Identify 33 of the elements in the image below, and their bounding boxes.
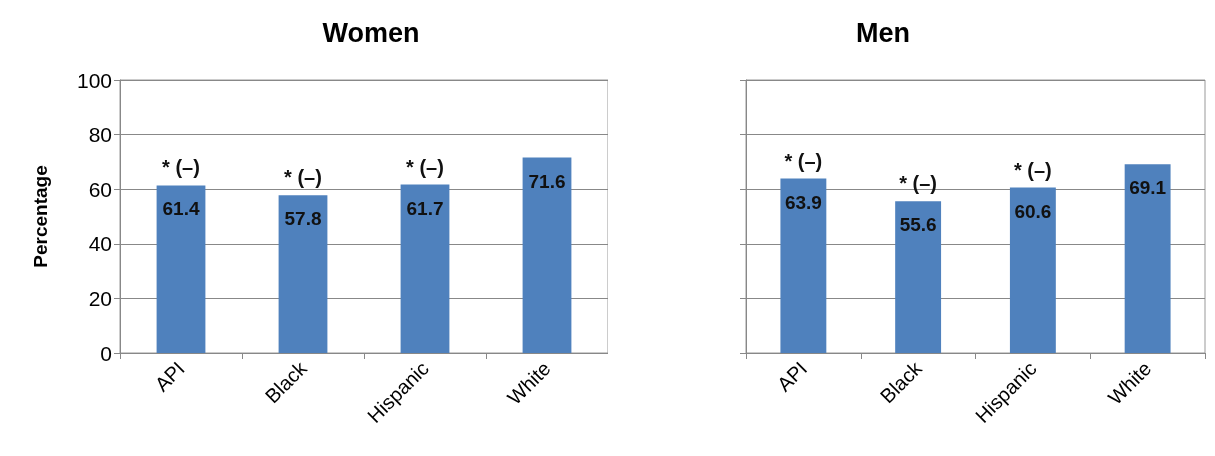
annotation: * (–) [284,166,322,189]
bar [1009,187,1056,353]
annotation: * (–) [406,155,444,178]
x-tick-label: API [150,357,189,396]
data-label: 71.6 [528,170,566,192]
bar [780,178,827,353]
x-tick-label: API [772,357,812,396]
bar [400,184,450,353]
y-tick-label: 100 [76,68,112,92]
annotation: * (–) [784,149,823,172]
y-axis-title: Percentage [30,165,51,268]
bar [278,195,328,353]
y-tick-label: 80 [88,123,112,147]
data-label: 69.1 [1129,177,1167,199]
bar [522,157,572,353]
annotation: * (–) [899,172,938,195]
data-label: 55.6 [899,214,937,236]
data-label: 60.6 [1014,200,1052,222]
bar [895,201,942,353]
y-tick-label: 20 [88,286,112,310]
annotation: * (–) [162,156,200,179]
y-tick-label: 60 [88,177,112,201]
data-label: 57.8 [284,208,322,230]
y-tick-label: 0 [100,341,112,365]
annotation: * (–) [1013,158,1052,181]
chart-title: Men [856,17,910,48]
bar [1124,164,1171,353]
y-tick-label: 40 [88,232,112,256]
data-label: 61.4 [162,198,200,220]
data-label: 63.9 [784,191,822,213]
bar [156,185,206,353]
data-label: 61.7 [406,197,444,219]
chart-title: Women [322,17,420,48]
